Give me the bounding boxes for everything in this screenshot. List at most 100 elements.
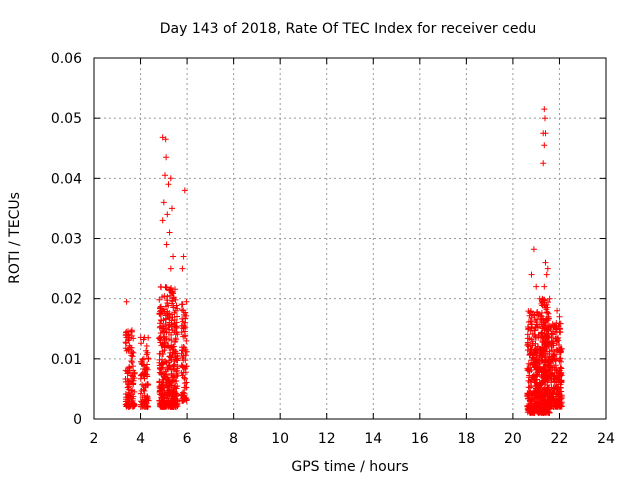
- data-point: [528, 321, 535, 328]
- data-point: [124, 401, 131, 408]
- data-point: [143, 343, 150, 349]
- data-point: [524, 335, 531, 342]
- data-point: [531, 391, 538, 398]
- data-point: [556, 400, 562, 407]
- y-tick-label: 0.02: [51, 292, 82, 308]
- data-point: [167, 265, 174, 272]
- data-point: [542, 358, 549, 365]
- data-point: [178, 301, 185, 308]
- data-point: [169, 298, 176, 305]
- data-point: [553, 403, 560, 410]
- data-point: [144, 381, 151, 387]
- data-point: [174, 331, 181, 338]
- data-point: [554, 307, 561, 314]
- data-point: [532, 376, 539, 383]
- data-point: [551, 366, 558, 373]
- data-point: [156, 400, 163, 407]
- data-point: [168, 390, 175, 397]
- data-point: [539, 338, 546, 345]
- data-point: [532, 346, 539, 353]
- data-point: [183, 395, 189, 401]
- data-point: [124, 378, 131, 385]
- data-point: [525, 326, 531, 333]
- data-point: [130, 381, 136, 388]
- data-point: [165, 387, 172, 394]
- data-point: [169, 205, 175, 212]
- data-point: [122, 367, 129, 374]
- data-point: [534, 404, 541, 411]
- data-point: [527, 318, 534, 325]
- data-point: [556, 325, 563, 332]
- data-point: [180, 253, 187, 260]
- data-point: [161, 343, 168, 350]
- data-point: [540, 160, 547, 167]
- data-point: [553, 323, 560, 330]
- data-point: [544, 350, 551, 357]
- data-point: [164, 211, 171, 218]
- data-point: [161, 306, 167, 313]
- data-point: [143, 365, 150, 372]
- data-point: [539, 325, 546, 332]
- data-point: [549, 397, 555, 404]
- data-point: [143, 347, 150, 354]
- data-point: [122, 332, 129, 339]
- data-point: [129, 387, 136, 394]
- data-point: [548, 344, 555, 350]
- data-point: [158, 361, 165, 368]
- data-point: [542, 409, 549, 416]
- data-point: [168, 372, 175, 379]
- data-point: [157, 336, 164, 343]
- data-point: [138, 371, 145, 378]
- data-point: [524, 342, 531, 349]
- data-point: [166, 229, 173, 236]
- data-point: [556, 313, 563, 320]
- data-point: [122, 391, 129, 397]
- data-point: [181, 374, 188, 381]
- data-point: [548, 379, 555, 386]
- data-point: [159, 371, 166, 377]
- data-point: [163, 382, 170, 389]
- data-point: [182, 384, 189, 391]
- data-point: [545, 299, 551, 306]
- data-point: [163, 316, 169, 323]
- data-point: [532, 387, 539, 394]
- data-point: [539, 347, 546, 354]
- data-point: [141, 375, 148, 382]
- data-point: [527, 362, 534, 368]
- data-point: [123, 298, 130, 305]
- data-point: [551, 353, 558, 359]
- data-point: [160, 329, 167, 336]
- data-point: [164, 392, 171, 399]
- data-point: [156, 310, 163, 317]
- data-point: [532, 357, 539, 364]
- data-point: [129, 348, 136, 355]
- data-point: [179, 307, 185, 313]
- data-point: [181, 311, 187, 318]
- data-point: [164, 300, 171, 306]
- data-point: [179, 265, 186, 272]
- y-tick-label: 0.03: [51, 232, 82, 248]
- data-point: [142, 384, 149, 391]
- data-point: [550, 328, 556, 335]
- data-point: [553, 384, 560, 391]
- data-point: [531, 378, 538, 385]
- data-point: [160, 199, 167, 206]
- data-point: [144, 371, 151, 378]
- data-point: [528, 271, 535, 278]
- data-point: [533, 283, 540, 290]
- data-point: [526, 312, 533, 319]
- data-point: [129, 359, 135, 366]
- data-point: [159, 394, 166, 401]
- data-point: [160, 351, 167, 357]
- data-point: [183, 379, 190, 386]
- data-point: [156, 365, 163, 372]
- data-point: [557, 364, 564, 371]
- y-tick-label: 0.01: [51, 352, 82, 368]
- data-point: [143, 351, 150, 358]
- x-tick-label: 14: [364, 431, 382, 447]
- data-point: [178, 369, 185, 376]
- data-point: [171, 378, 178, 385]
- data-point: [126, 379, 133, 386]
- data-point: [525, 402, 532, 409]
- data-point: [141, 398, 148, 405]
